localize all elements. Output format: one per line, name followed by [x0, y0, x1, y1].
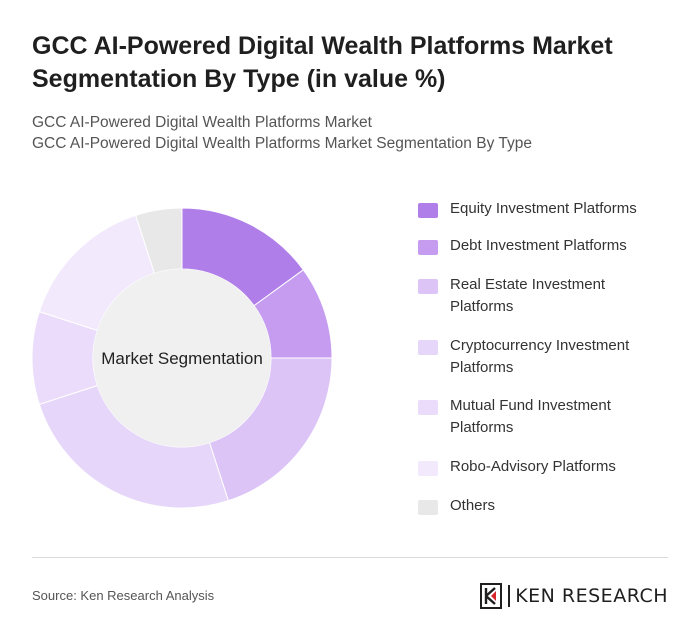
legend-swatch [418, 400, 438, 415]
legend-swatch [418, 240, 438, 255]
legend-item: Robo-Advisory Platforms [418, 456, 668, 478]
legend-item: Mutual Fund Investment Platforms [418, 395, 668, 439]
legend-swatch [418, 203, 438, 218]
source-note: Source: Ken Research Analysis [32, 588, 215, 603]
legend-item: Debt Investment Platforms [418, 235, 668, 257]
legend-swatch [418, 279, 438, 294]
legend-label: Mutual Fund Investment Platforms [450, 397, 611, 436]
chart-subtitle-market: GCC AI-Powered Digital Wealth Platforms … [32, 114, 372, 131]
legend-label: Cryptocurrency Investment Platforms [450, 337, 630, 376]
donut-chart: Market Segmentation [22, 198, 342, 518]
legend-item: Others [418, 495, 668, 517]
legend-item: Equity Investment Platforms [418, 198, 668, 220]
legend-swatch [418, 500, 438, 515]
brand-name: KEN RESEARCH [515, 585, 668, 607]
footer-divider [32, 557, 668, 558]
legend-label: Robo-Advisory Platforms [450, 458, 616, 475]
donut-center-label: Market Segmentation [101, 349, 263, 368]
legend-label: Real Estate Investment Platforms [450, 276, 606, 315]
legend-label: Equity Investment Platforms [450, 200, 637, 217]
legend-swatch [418, 340, 438, 355]
legend-item: Real Estate Investment Platforms [418, 274, 668, 318]
donut-center [93, 269, 271, 447]
ken-research-logo: KEN RESEARCH [480, 583, 668, 609]
legend-swatch [418, 461, 438, 476]
ken-research-k-icon [480, 583, 503, 609]
donut-slice [38, 384, 229, 509]
chart-subtitle-segmentation: GCC AI-Powered Digital Wealth Platforms … [32, 135, 532, 152]
legend-label: Debt Investment Platforms [450, 237, 627, 254]
donut-slices [31, 207, 333, 509]
chart-title: GCC AI-Powered Digital Wealth Platforms … [32, 32, 613, 93]
legend-label: Others [450, 497, 496, 514]
donut-chart-svg: Market Segmentation [31, 207, 333, 509]
legend-item: Cryptocurrency Investment Platforms [418, 335, 668, 379]
brand-divider [508, 585, 511, 607]
